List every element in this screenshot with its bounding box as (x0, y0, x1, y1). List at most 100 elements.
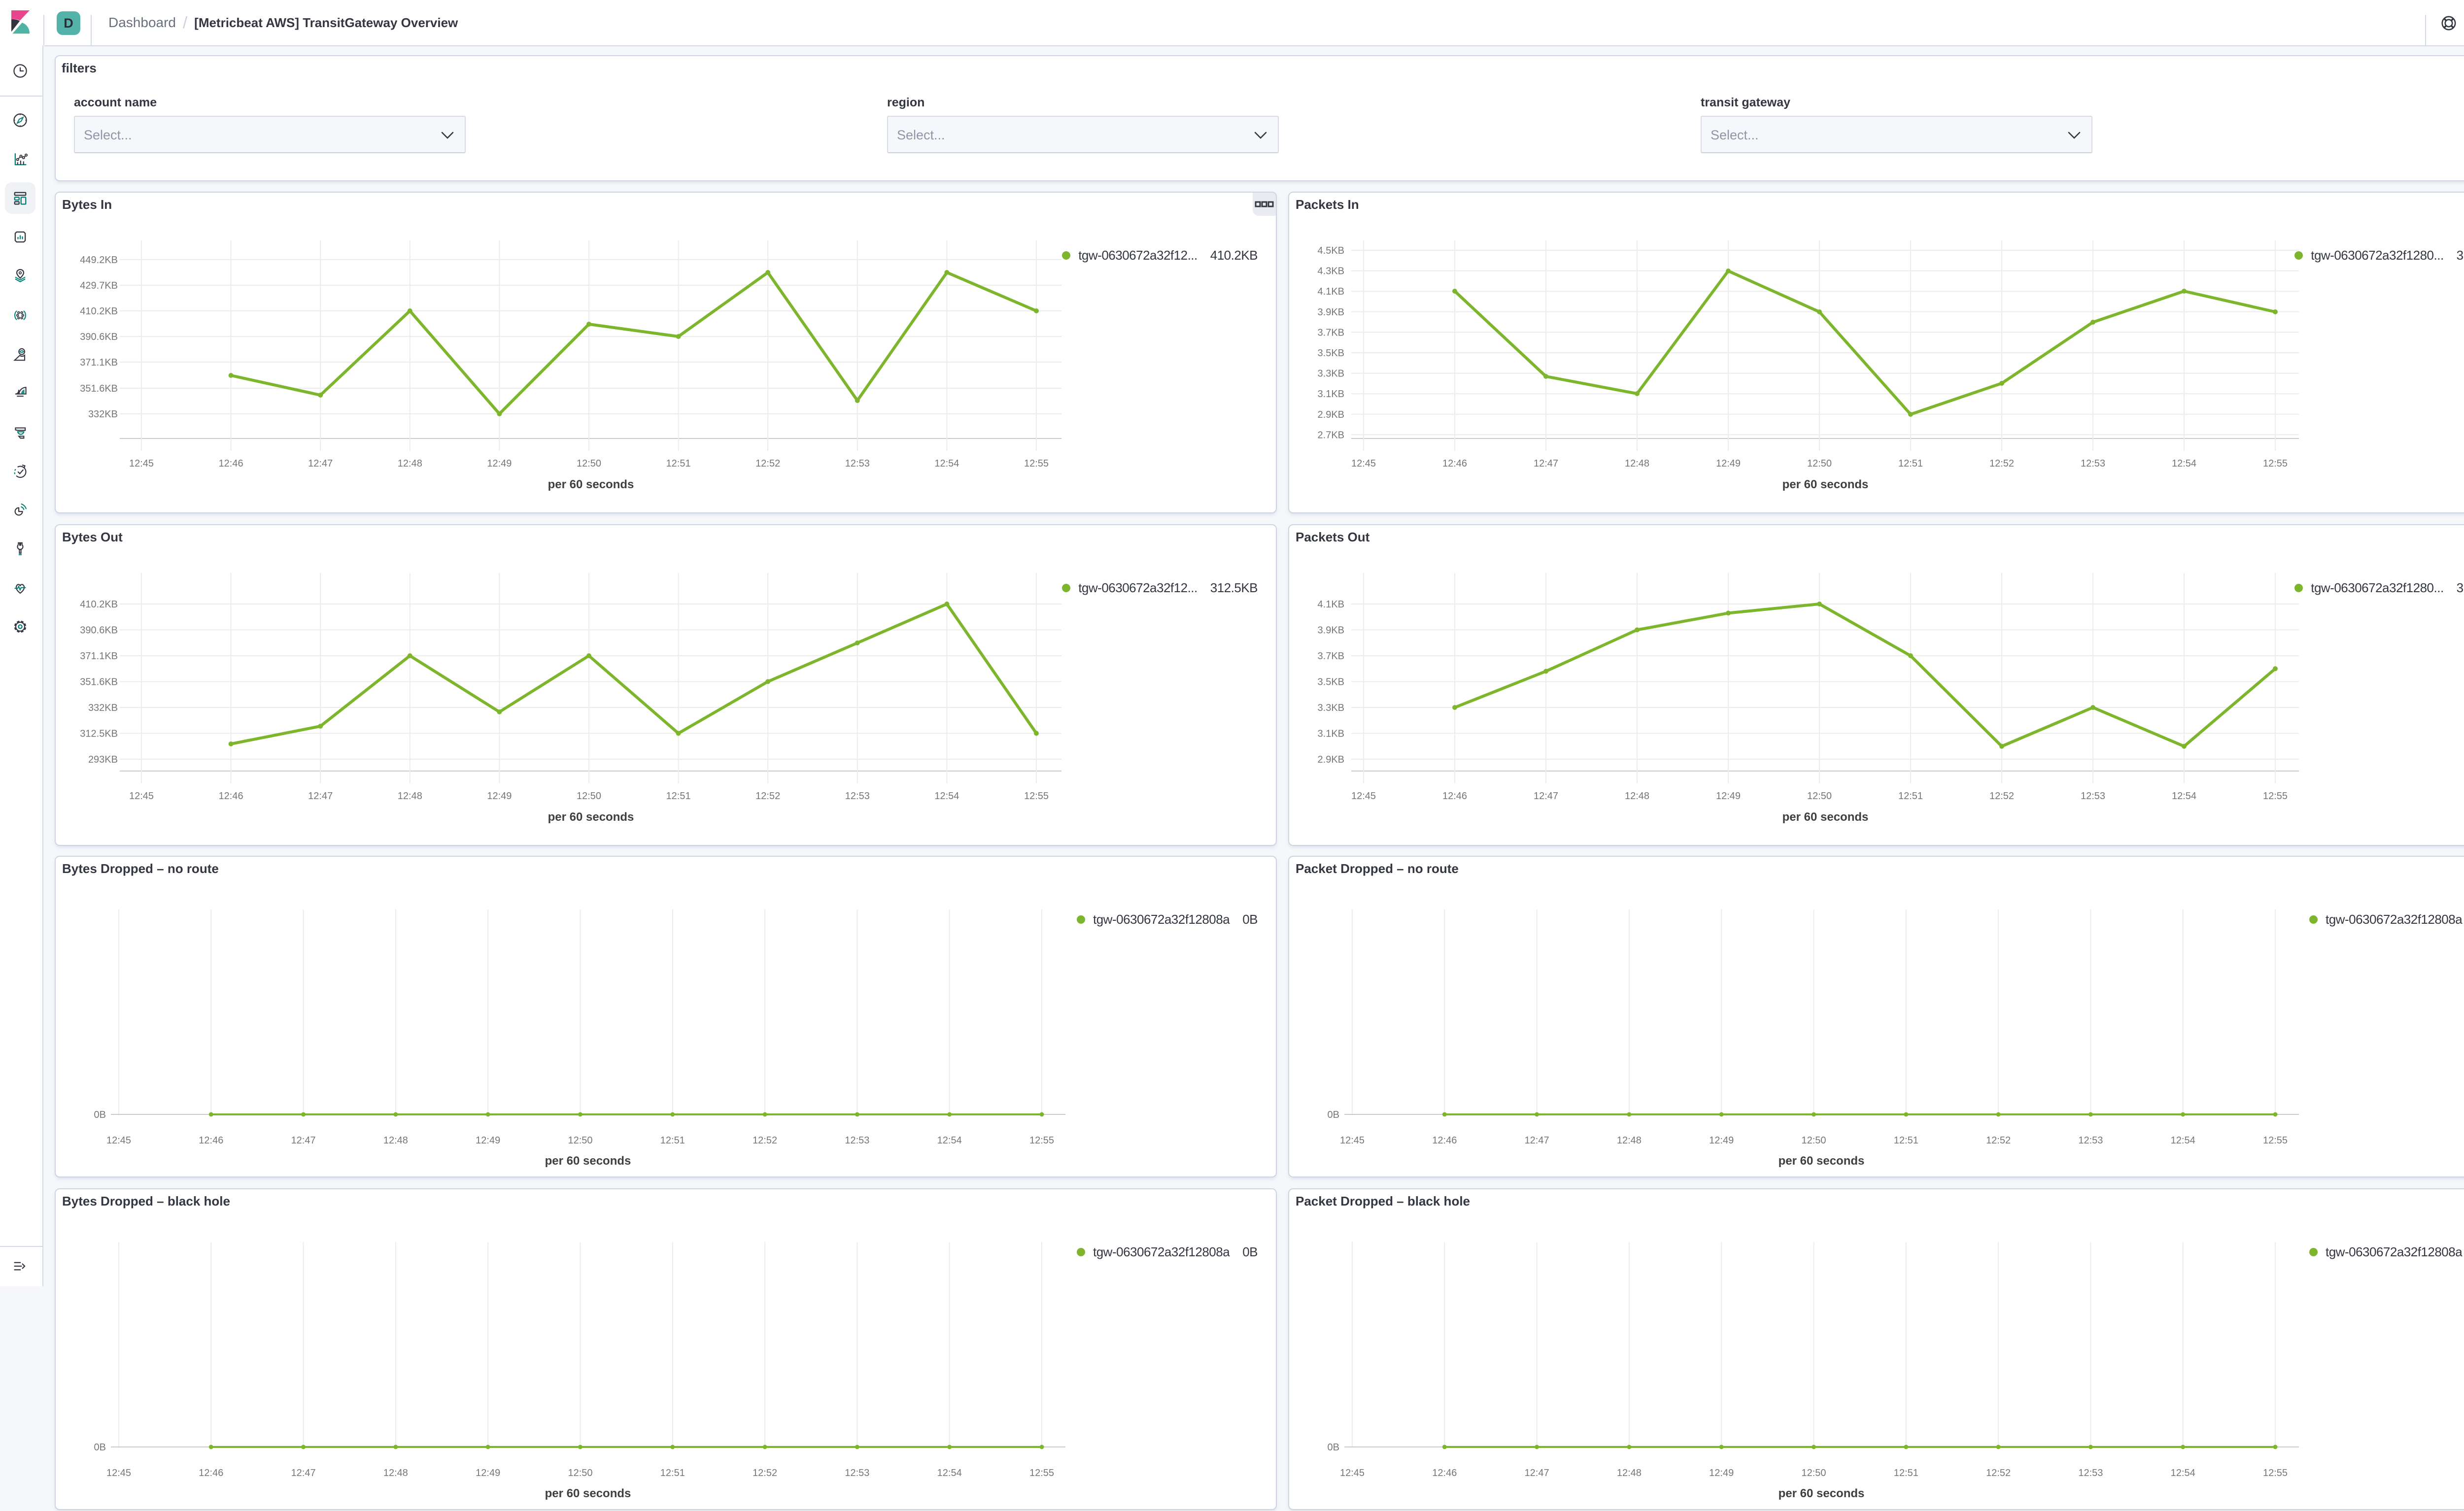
svg-text:4.3KB: 4.3KB (1318, 266, 1344, 277)
svg-text:12:47: 12:47 (1525, 1468, 1549, 1478)
svg-text:4.1KB: 4.1KB (1318, 599, 1344, 610)
svg-text:12:46: 12:46 (199, 1135, 223, 1146)
svg-text:12:46: 12:46 (199, 1468, 223, 1478)
svg-text:12:55: 12:55 (2263, 458, 2288, 469)
svg-text:3.7KB: 3.7KB (1318, 327, 1344, 338)
svg-text:3.3KB: 3.3KB (1318, 369, 1344, 379)
svg-text:12:52: 12:52 (755, 791, 780, 802)
svg-text:3.3KB: 3.3KB (1318, 703, 1344, 713)
svg-text:2.9KB: 2.9KB (1318, 409, 1344, 420)
svg-text:390.6KB: 390.6KB (80, 332, 118, 342)
svg-text:12:52: 12:52 (1986, 1468, 2011, 1478)
svg-text:12:48: 12:48 (383, 1135, 408, 1146)
svg-text:per 60 seconds: per 60 seconds (1779, 1487, 1865, 1500)
svg-text:12:49: 12:49 (487, 458, 512, 469)
svg-text:per 60 seconds: per 60 seconds (1779, 1154, 1865, 1168)
svg-text:12:55: 12:55 (1024, 791, 1049, 802)
svg-text:0B: 0B (1328, 1109, 1339, 1120)
svg-text:per 60 seconds: per 60 seconds (1782, 478, 1869, 491)
svg-text:12:49: 12:49 (476, 1468, 500, 1478)
svg-text:2.7KB: 2.7KB (1318, 430, 1344, 440)
svg-text:12:47: 12:47 (1525, 1135, 1549, 1146)
svg-text:12:50: 12:50 (568, 1468, 592, 1478)
svg-text:312.5KB: 312.5KB (80, 729, 118, 739)
svg-text:3.5KB: 3.5KB (1318, 677, 1344, 688)
svg-text:12:53: 12:53 (2078, 1135, 2103, 1146)
svg-text:12:52: 12:52 (753, 1468, 777, 1478)
svg-text:12:55: 12:55 (2263, 791, 2288, 802)
svg-text:4.5KB: 4.5KB (1318, 245, 1344, 256)
svg-text:per 60 seconds: per 60 seconds (545, 1487, 631, 1500)
svg-text:per 60 seconds: per 60 seconds (548, 478, 634, 491)
svg-text:0B: 0B (94, 1442, 106, 1453)
svg-text:12:49: 12:49 (1709, 1468, 1734, 1478)
svg-text:371.1KB: 371.1KB (80, 651, 118, 662)
svg-text:12:49: 12:49 (1716, 791, 1741, 802)
svg-text:3.5KB: 3.5KB (1318, 348, 1344, 359)
svg-text:12:51: 12:51 (1898, 791, 1923, 802)
svg-text:12:48: 12:48 (1625, 791, 1649, 802)
svg-text:12:45: 12:45 (106, 1135, 131, 1146)
svg-text:12:48: 12:48 (383, 1468, 408, 1478)
svg-text:12:47: 12:47 (1534, 791, 1558, 802)
svg-text:12:45: 12:45 (129, 458, 154, 469)
svg-text:12:45: 12:45 (1340, 1135, 1365, 1146)
svg-text:12:53: 12:53 (845, 1468, 869, 1478)
svg-text:12:51: 12:51 (1894, 1135, 1918, 1146)
svg-text:12:51: 12:51 (660, 1468, 685, 1478)
svg-text:332KB: 332KB (88, 703, 118, 713)
svg-text:3.9KB: 3.9KB (1318, 307, 1344, 318)
svg-text:12:51: 12:51 (660, 1135, 685, 1146)
svg-text:12:50: 12:50 (1807, 458, 1832, 469)
svg-text:12:46: 12:46 (1432, 1468, 1457, 1478)
svg-text:per 60 seconds: per 60 seconds (545, 1154, 631, 1168)
svg-text:3.7KB: 3.7KB (1318, 651, 1344, 662)
svg-text:12:53: 12:53 (845, 458, 870, 469)
svg-text:12:49: 12:49 (487, 791, 512, 802)
svg-text:12:48: 12:48 (1617, 1135, 1642, 1146)
svg-text:12:49: 12:49 (1709, 1135, 1734, 1146)
svg-text:0B: 0B (1328, 1442, 1339, 1453)
svg-text:12:50: 12:50 (568, 1135, 592, 1146)
svg-text:371.1KB: 371.1KB (80, 357, 118, 368)
svg-text:12:52: 12:52 (1989, 791, 2014, 802)
svg-text:12:54: 12:54 (2172, 458, 2196, 469)
svg-text:12:52: 12:52 (1986, 1135, 2011, 1146)
svg-text:12:50: 12:50 (1801, 1468, 1826, 1478)
svg-text:12:49: 12:49 (1716, 458, 1741, 469)
svg-text:12:46: 12:46 (1442, 791, 1467, 802)
svg-text:12:50: 12:50 (577, 458, 601, 469)
svg-text:12:55: 12:55 (2263, 1135, 2288, 1146)
svg-text:12:54: 12:54 (934, 458, 959, 469)
svg-text:12:48: 12:48 (398, 458, 422, 469)
svg-text:12:49: 12:49 (476, 1135, 500, 1146)
svg-text:12:54: 12:54 (937, 1135, 962, 1146)
svg-text:12:51: 12:51 (666, 458, 691, 469)
svg-text:351.6KB: 351.6KB (80, 677, 118, 688)
svg-text:0B: 0B (94, 1109, 106, 1120)
svg-text:12:45: 12:45 (106, 1468, 131, 1478)
svg-text:12:54: 12:54 (2172, 791, 2196, 802)
svg-text:12:54: 12:54 (2171, 1135, 2195, 1146)
svg-text:410.2KB: 410.2KB (80, 599, 118, 610)
svg-text:332KB: 332KB (88, 409, 118, 420)
svg-text:12:48: 12:48 (1617, 1468, 1642, 1478)
svg-text:390.6KB: 390.6KB (80, 625, 118, 636)
svg-text:12:47: 12:47 (1534, 458, 1558, 469)
svg-text:293KB: 293KB (88, 754, 118, 765)
svg-text:12:53: 12:53 (2081, 458, 2105, 469)
svg-text:12:53: 12:53 (2081, 791, 2105, 802)
svg-text:12:55: 12:55 (1029, 1135, 1054, 1146)
svg-text:3.1KB: 3.1KB (1318, 729, 1344, 739)
svg-text:per 60 seconds: per 60 seconds (1782, 810, 1869, 824)
svg-text:12:54: 12:54 (2171, 1468, 2195, 1478)
svg-text:12:54: 12:54 (934, 791, 959, 802)
svg-text:12:55: 12:55 (1024, 458, 1049, 469)
svg-text:12:54: 12:54 (937, 1468, 962, 1478)
svg-text:12:45: 12:45 (1351, 458, 1376, 469)
svg-text:12:52: 12:52 (755, 458, 780, 469)
svg-text:12:51: 12:51 (1894, 1468, 1918, 1478)
svg-text:12:50: 12:50 (1801, 1135, 1826, 1146)
svg-text:12:48: 12:48 (398, 791, 422, 802)
svg-text:12:52: 12:52 (1989, 458, 2014, 469)
